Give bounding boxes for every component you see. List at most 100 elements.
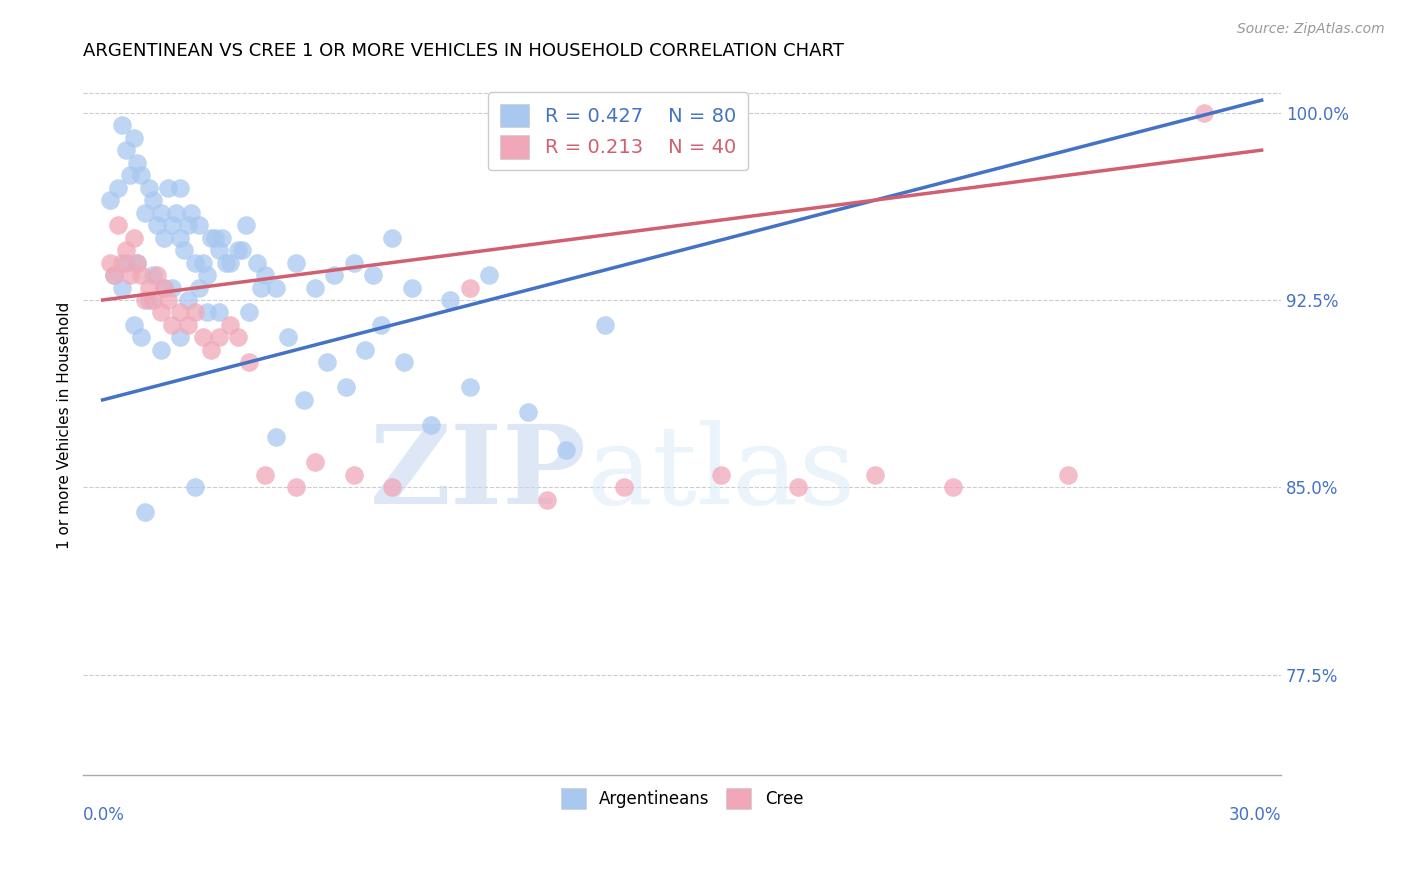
Point [188,280,211,294]
Point [401,280,423,294]
Point [361,268,384,282]
Legend: Argentineans, Cree: Argentineans, Cree [554,781,810,815]
Point [111,280,134,294]
Point [98,193,121,207]
Point [145,268,167,282]
Point [188,218,211,232]
Point [184,480,207,494]
Point [169,180,191,194]
Point [114,143,136,157]
Point [942,480,965,494]
Point [169,230,191,244]
Point [323,268,346,282]
Point [184,305,207,319]
Point [184,255,207,269]
Point [122,130,145,145]
Point [536,492,558,507]
Point [238,355,260,369]
Point [107,218,129,232]
Point [516,405,538,419]
Point [226,243,249,257]
Point [122,318,145,332]
Point [277,330,299,344]
Point [246,255,269,269]
Point [142,293,165,307]
Point [191,330,214,344]
Point [250,280,273,294]
Point [176,318,198,332]
Point [157,180,180,194]
Point [165,205,187,219]
Point [176,218,198,232]
Point [153,230,176,244]
Point [343,255,366,269]
Point [207,330,229,344]
Point [134,293,156,307]
Point [1057,467,1080,482]
Point [478,268,501,282]
Point [142,268,165,282]
Point [226,330,249,344]
Point [114,243,136,257]
Point [292,392,315,407]
Point [114,255,136,269]
Point [111,255,134,269]
Point [191,255,214,269]
Point [787,480,810,494]
Point [142,193,165,207]
Point [266,280,288,294]
Point [381,230,404,244]
Point [710,467,733,482]
Point [219,318,242,332]
Point [145,218,167,232]
Point [127,255,149,269]
Point [613,480,636,494]
Text: Source: ZipAtlas.com: Source: ZipAtlas.com [1237,22,1385,37]
Point [439,293,461,307]
Point [304,455,326,469]
Point [555,442,578,457]
Point [127,255,149,269]
Point [284,480,307,494]
Point [134,205,156,219]
Point [153,280,176,294]
Point [215,255,238,269]
Point [420,417,443,432]
Point [207,243,229,257]
Text: ZIP: ZIP [370,420,586,527]
Point [160,280,183,294]
Point [304,280,326,294]
Text: 30.0%: 30.0% [1229,806,1281,824]
Point [129,168,152,182]
Point [204,230,226,244]
Point [1192,105,1215,120]
Point [157,293,180,307]
Point [266,430,288,444]
Y-axis label: 1 or more Vehicles in Household: 1 or more Vehicles in Household [58,301,72,549]
Point [111,118,134,132]
Point [392,355,415,369]
Point [200,230,222,244]
Point [865,467,887,482]
Point [134,505,156,519]
Point [160,318,183,332]
Point [107,180,129,194]
Point [118,268,141,282]
Text: atlas: atlas [586,420,856,527]
Point [118,168,141,182]
Point [169,305,191,319]
Text: ARGENTINEAN VS CREE 1 OR MORE VEHICLES IN HOUSEHOLD CORRELATION CHART: ARGENTINEAN VS CREE 1 OR MORE VEHICLES I… [83,42,844,60]
Point [149,305,172,319]
Point [103,268,125,282]
Point [315,355,337,369]
Point [211,230,233,244]
Point [138,293,160,307]
Point [458,380,481,394]
Point [173,243,195,257]
Point [343,467,366,482]
Point [354,343,377,357]
Point [253,268,276,282]
Point [207,305,229,319]
Point [235,218,257,232]
Point [195,268,218,282]
